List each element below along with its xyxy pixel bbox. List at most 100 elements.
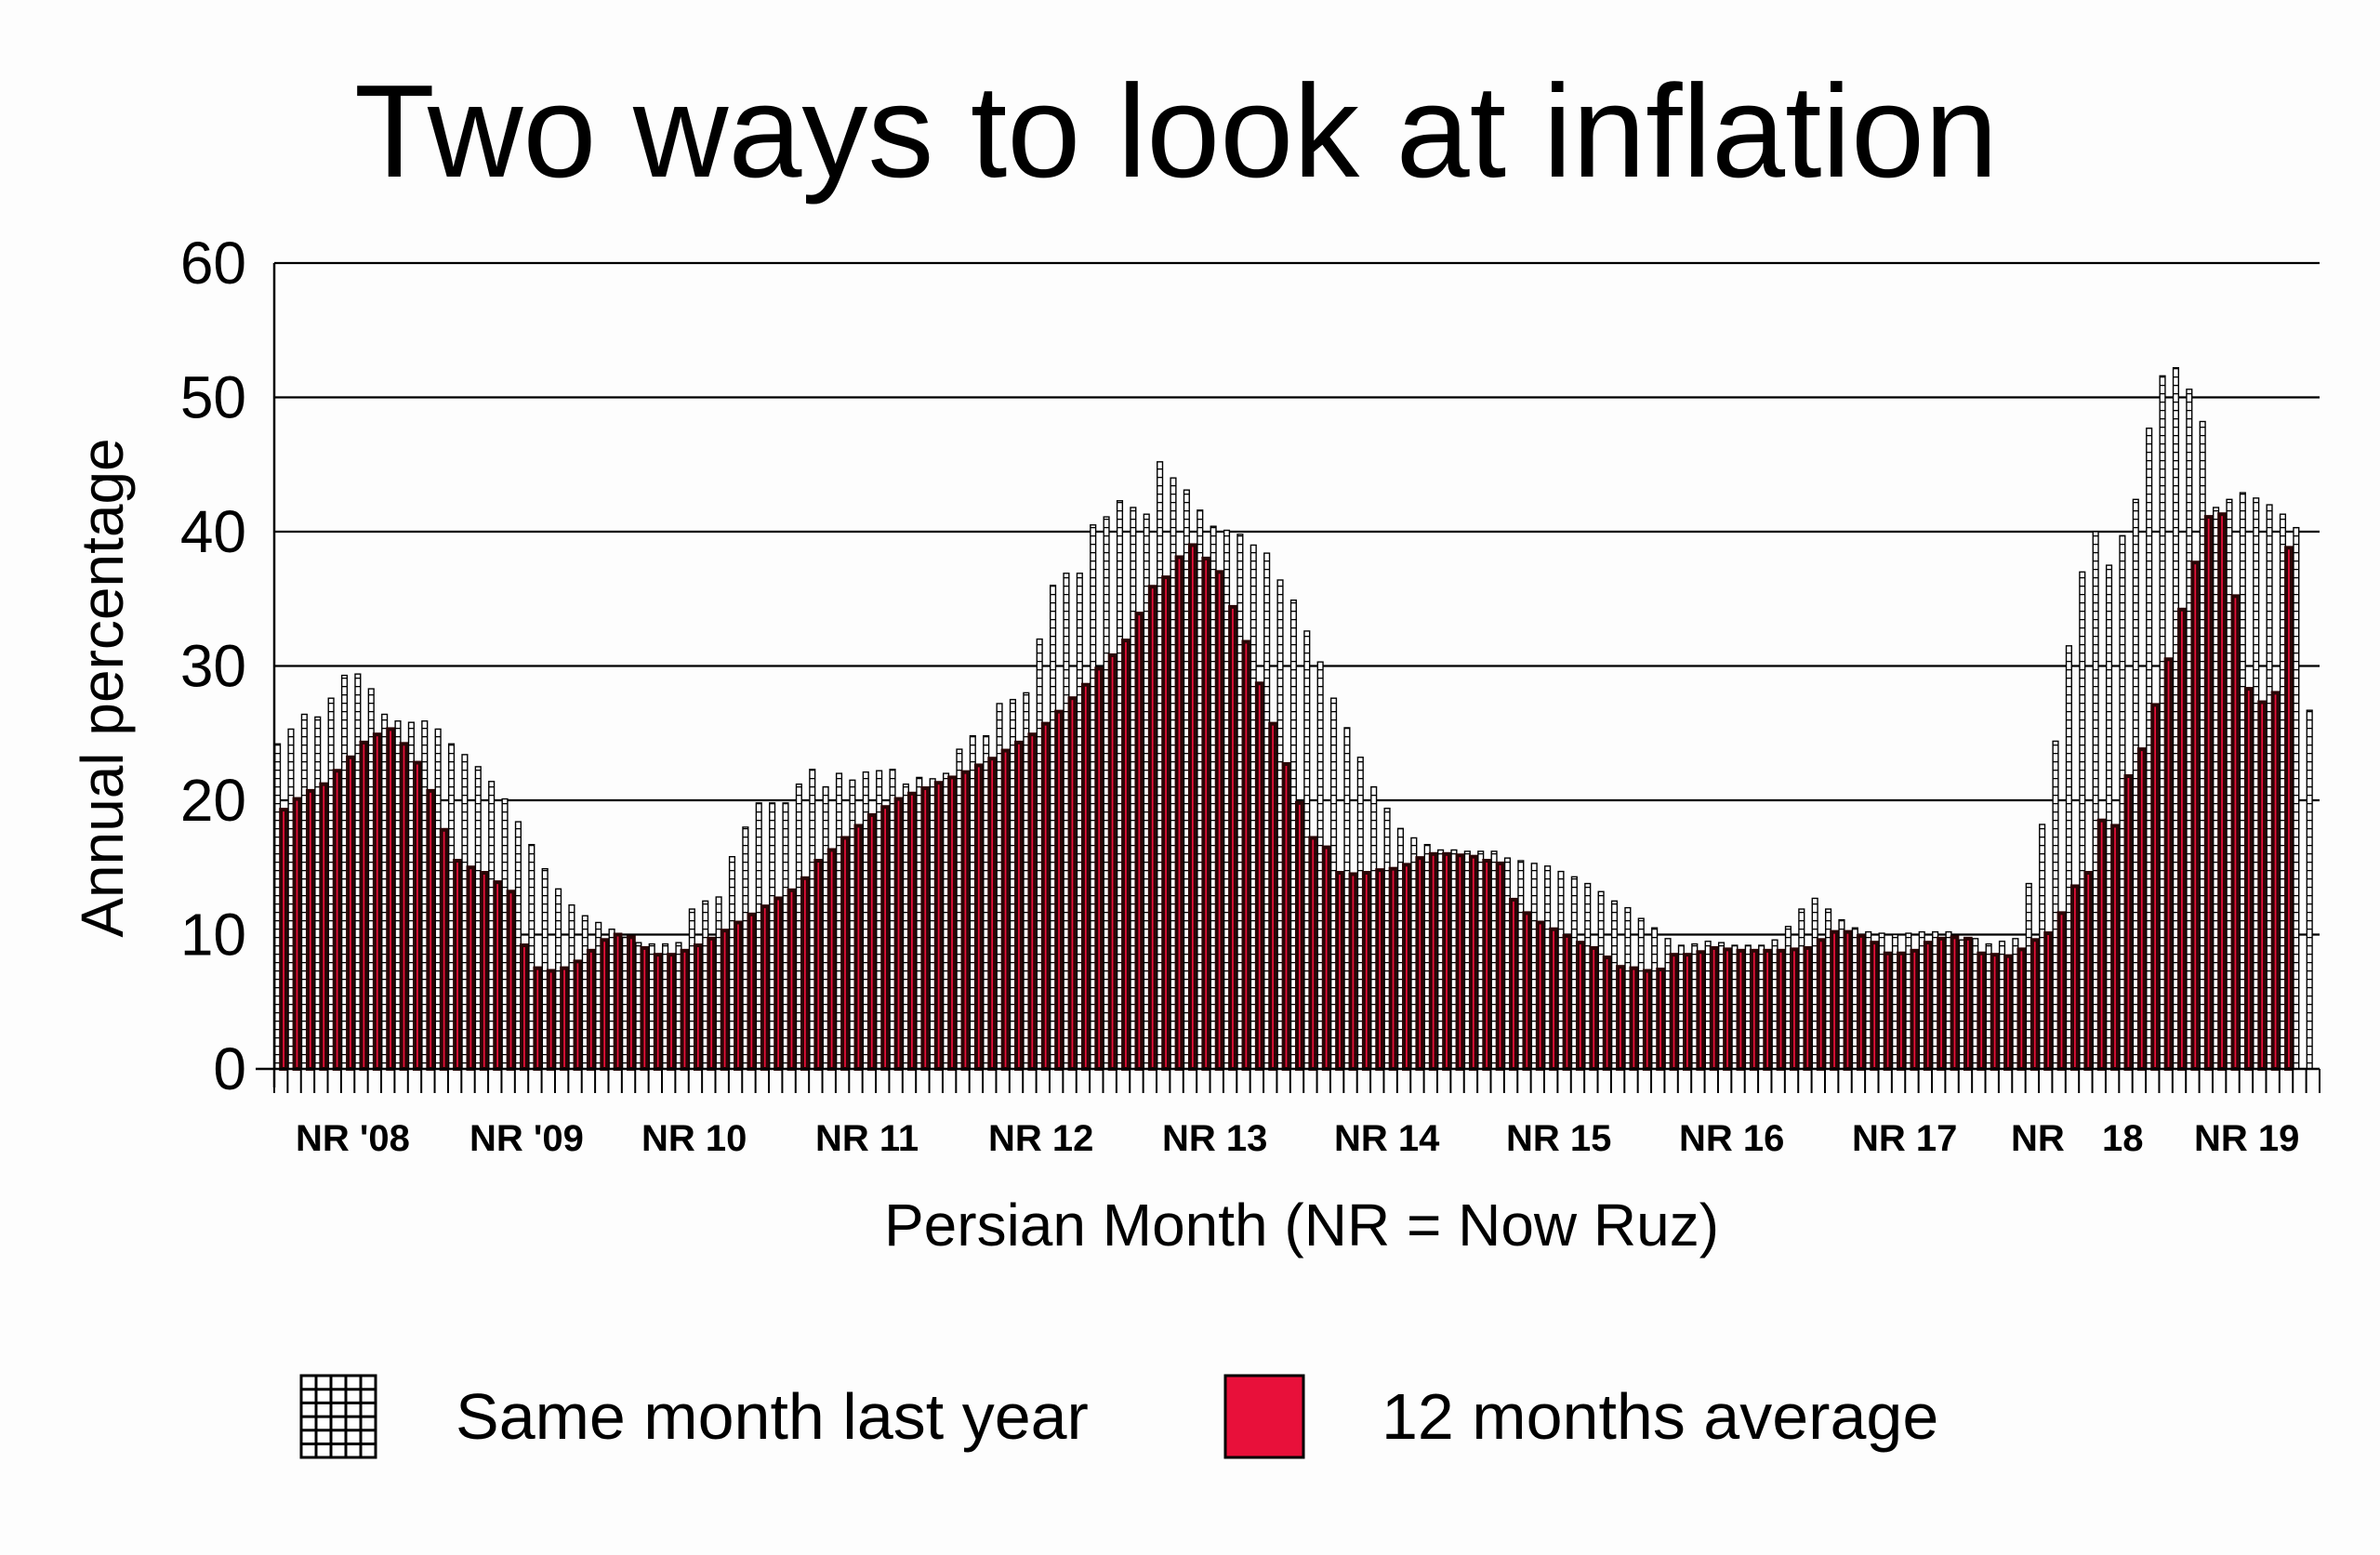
bar-12-months-average [1161, 575, 1170, 1071]
bar-12-months-average [2069, 884, 2080, 1071]
bar-12-months-average [1268, 721, 1277, 1071]
bar-12-months-average [1816, 938, 1826, 1072]
bar-12-months-average [1335, 871, 1344, 1072]
bar-12-months-average [1682, 953, 1692, 1072]
bar-12-months-average [412, 760, 422, 1071]
bar-12-months-average [1000, 748, 1011, 1071]
bar-12-months-average [426, 788, 436, 1071]
x-year-label: 18 [2102, 1118, 2144, 1159]
bar-12-months-average [1201, 556, 1211, 1071]
bar-12-months-average [787, 888, 797, 1071]
bar-12-months-average [1669, 953, 1679, 1072]
bar-12-months-average [573, 959, 583, 1072]
bar-12-months-average [1147, 585, 1157, 1071]
chart-title: Two ways to look at inflation [354, 58, 1998, 205]
bar-12-months-average [653, 953, 663, 1072]
bar-12-months-average [439, 827, 449, 1071]
bar-12-months-average [2257, 700, 2268, 1071]
bar-12-months-average [453, 859, 462, 1072]
bar-12-months-average [1402, 863, 1411, 1071]
bar-12-months-average [1067, 696, 1078, 1071]
bar-12-months-average [279, 808, 288, 1071]
bar-12-months-average [1040, 721, 1051, 1071]
bar-12-months-average [2217, 512, 2227, 1071]
bar-12-months-average [1080, 682, 1091, 1071]
bar-12-months-average [1174, 555, 1184, 1071]
bar-12-months-average [1923, 941, 1933, 1071]
bar-12-months-average [1308, 836, 1318, 1072]
bar-12-months-average [1214, 570, 1224, 1071]
bar-12-months-average [1629, 966, 1639, 1071]
bar-12-months-average [2243, 687, 2254, 1071]
bar-12-months-average [826, 848, 837, 1072]
bar-12-months-average [1763, 948, 1773, 1072]
bar-12-months-average [2177, 607, 2187, 1071]
bar-12-months-average [1348, 872, 1358, 1071]
bar-12-months-average [1509, 897, 1518, 1071]
bar-12-months-average [1014, 740, 1024, 1071]
y-tick-label: 40 [180, 498, 246, 565]
bar-12-months-average [466, 865, 476, 1071]
bar-12-months-average [319, 782, 329, 1071]
bar-12-months-average [1723, 947, 1732, 1072]
bar-12-months-average [2016, 947, 2027, 1072]
bars [274, 367, 2313, 1072]
bar-12-months-average [1856, 933, 1866, 1071]
y-tick-label: 60 [180, 230, 246, 297]
bar-12-months-average [1388, 866, 1398, 1071]
bar-12-months-average [1897, 951, 1906, 1071]
bar-same-month-last-year [2293, 526, 2300, 1070]
bar-12-months-average [1107, 652, 1117, 1071]
x-year-label: NR 17 [1852, 1118, 1957, 1159]
bar-12-months-average [1950, 935, 1960, 1072]
bar-12-months-average [2270, 691, 2281, 1072]
bar-12-months-average [760, 904, 770, 1072]
bar-12-months-average [813, 859, 824, 1072]
bar-12-months-average [734, 920, 743, 1071]
bar-12-months-average [1522, 911, 1532, 1071]
bar-12-months-average [1241, 639, 1251, 1071]
x-year-label: NR 15 [1506, 1118, 1611, 1159]
axes [256, 263, 2320, 1093]
bar-12-months-average [1428, 851, 1438, 1071]
bar-12-months-average [2163, 657, 2174, 1072]
bar-12-months-average [853, 824, 864, 1072]
bar-12-months-average [987, 757, 998, 1072]
bar-same-month-last-year [2306, 709, 2313, 1070]
bar-12-months-average [1295, 800, 1304, 1071]
bar-12-months-average [800, 876, 810, 1071]
x-year-label: NR [2011, 1118, 2065, 1159]
y-tick-label: 20 [180, 767, 246, 834]
bar-12-months-average [520, 943, 529, 1071]
bar-12-months-average [1736, 948, 1746, 1072]
bar-12-months-average [2136, 747, 2147, 1072]
bar-12-months-average [1843, 929, 1853, 1071]
bar-12-months-average [2056, 911, 2067, 1071]
bar-12-months-average [1790, 947, 1799, 1072]
bar-12-months-average [560, 966, 569, 1071]
bar-12-months-average [2110, 824, 2120, 1072]
bar-12-months-average [1094, 666, 1104, 1071]
bar-12-months-average [933, 781, 944, 1072]
bar-12-months-average [707, 936, 717, 1072]
y-tick-label: 50 [180, 364, 246, 431]
bar-12-months-average [1870, 941, 1880, 1071]
bar-12-months-average [840, 836, 850, 1072]
bar-12-months-average [1482, 859, 1492, 1072]
gridlines [274, 261, 2320, 936]
bar-12-months-average [613, 932, 623, 1071]
bar-12-months-average [1415, 856, 1425, 1072]
bar-12-months-average [1121, 639, 1130, 1071]
bar-12-months-average [305, 788, 315, 1071]
bar-12-months-average [1281, 761, 1291, 1071]
bar-12-months-average [947, 775, 957, 1071]
x-axis-year-labels: NR '08 NR '09 NR 10 NR 11 NR 12 NR 13 NR 14 NR … [296, 1118, 2299, 1159]
x-year-label: NR 14 [1334, 1118, 1440, 1159]
x-year-label: NR '08 [296, 1118, 410, 1159]
bar-12-months-average [346, 755, 355, 1071]
x-year-label: NR 13 [1162, 1118, 1267, 1159]
x-year-label: NR '09 [469, 1118, 584, 1159]
x-year-label: NR 10 [641, 1118, 747, 1159]
bar-12-months-average [1910, 948, 1920, 1072]
y-axis-title: Annual percentage [69, 438, 136, 937]
